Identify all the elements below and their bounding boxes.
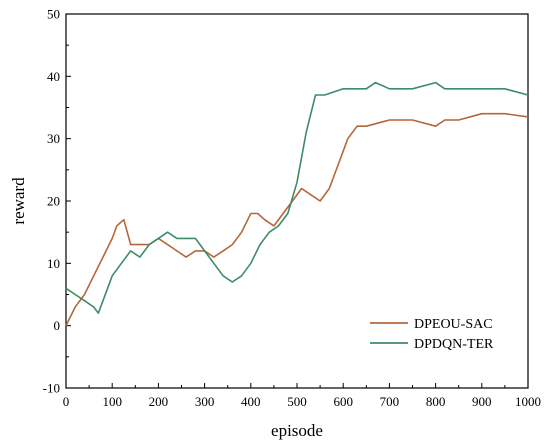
x-tick-label: 0 [63,394,70,409]
x-tick-label: 600 [333,394,353,409]
x-tick-label: 100 [102,394,122,409]
legend: DPEOU-SAC DPDQN-TER [370,317,494,352]
legend-label-0: DPEOU-SAC [414,317,493,332]
x-tick-label: 500 [287,394,307,409]
y-tick-label: 30 [47,131,60,146]
series-line-1 [65,81,529,315]
y-tick-label: 10 [47,256,60,271]
y-tick-label: 40 [47,69,60,84]
series-layer [65,81,529,327]
x-tick-label: 700 [380,394,400,409]
x-tick-label: 800 [426,394,446,409]
y-tick-label: 0 [54,318,61,333]
legend-label-1: DPDQN-TER [414,337,494,352]
y-tick-label: 50 [47,7,60,22]
x-tick-label: 1000 [515,394,541,409]
series-line-0 [65,112,529,327]
y-axis-title: reward [9,177,28,225]
tick-labels: 0 100 200 300 400 500 600 700 800 900 1000-1001020… [43,7,541,410]
y-tick-label: 20 [47,194,60,209]
y-tick-label: -10 [43,381,60,396]
x-tick-label: 300 [195,394,215,409]
x-axis-title: episode [271,421,323,440]
x-tick-label: 400 [241,394,261,409]
x-tick-label: 900 [472,394,492,409]
x-tick-label: 200 [149,394,169,409]
